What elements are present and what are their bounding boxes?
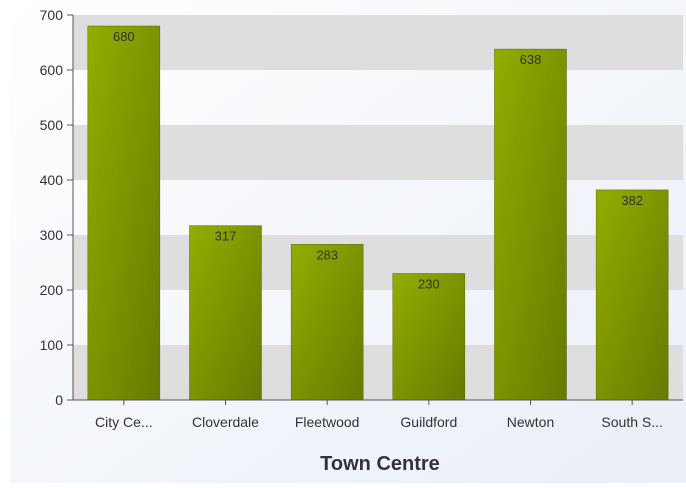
bar-value-label: 317 <box>215 229 237 244</box>
bar-value-label: 283 <box>316 247 338 262</box>
grid-band <box>73 235 683 290</box>
bar[interactable] <box>87 25 161 401</box>
x-tick-label: Fleetwood <box>295 414 360 430</box>
grid-band <box>73 125 683 180</box>
x-tick-label: South S... <box>601 414 662 430</box>
grid-band <box>73 345 683 400</box>
bar-value-label: 638 <box>520 52 542 67</box>
x-axis: City Ce... Cloverdale Fleetwood Guildford Ne… <box>73 399 683 430</box>
bar[interactable] <box>290 244 364 401</box>
bars: 680 317 283 230 638 382 <box>87 25 669 401</box>
bar-value-label: 230 <box>418 277 440 292</box>
y-tick-label: 600 <box>40 62 64 78</box>
y-axis: 0 100 200 300 400 500 600 700 <box>40 7 74 408</box>
y-tick-label: 500 <box>40 117 64 133</box>
grid-band <box>73 15 683 70</box>
y-tick-label: 200 <box>40 282 64 298</box>
bar[interactable] <box>392 273 466 401</box>
x-tick-label: Cloverdale <box>192 414 259 430</box>
grid-bands <box>73 15 683 400</box>
bar[interactable] <box>189 225 262 401</box>
y-tick-label: 300 <box>40 227 64 243</box>
bar[interactable] <box>494 48 567 401</box>
y-tick-label: 400 <box>40 172 64 188</box>
y-tick-label: 700 <box>40 7 64 23</box>
x-tick-label: Newton <box>507 414 554 430</box>
x-tick-label: Guildford <box>400 414 457 430</box>
bar[interactable] <box>595 189 669 401</box>
x-tick-label: City Ce... <box>95 414 153 430</box>
bar-value-label: 382 <box>621 193 643 208</box>
y-tick-label: 0 <box>55 392 63 408</box>
x-axis-title: Town Centre <box>320 453 440 475</box>
bar-value-label: 680 <box>113 29 135 44</box>
y-tick-label: 100 <box>40 337 64 353</box>
